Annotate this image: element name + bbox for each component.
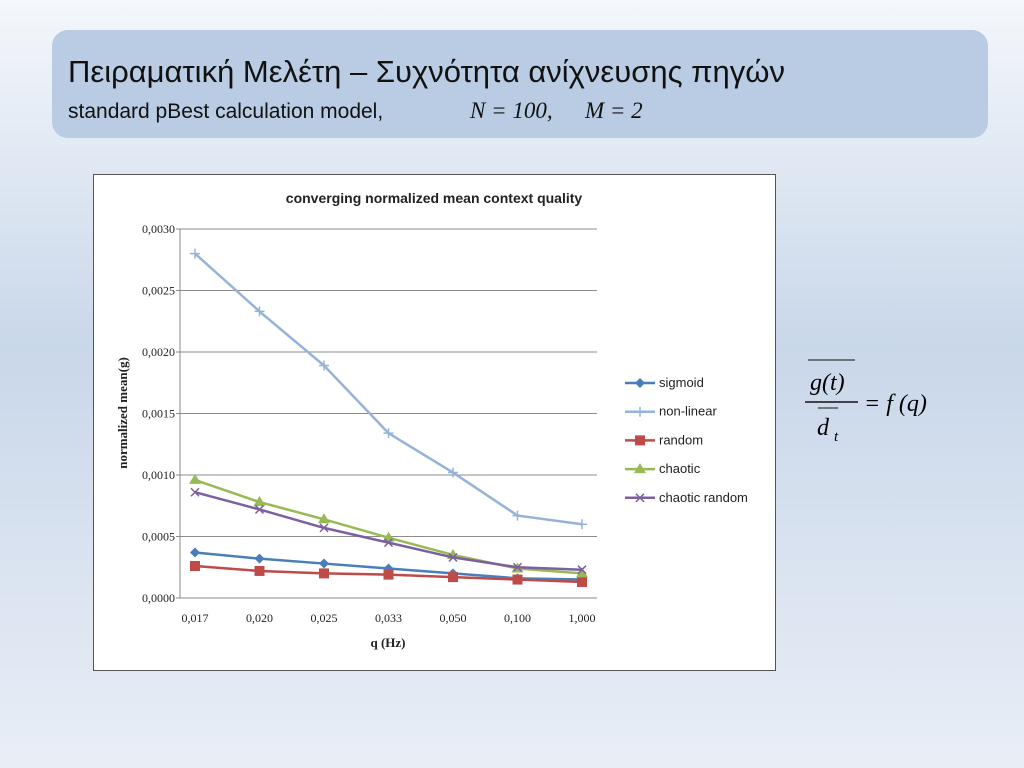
marker xyxy=(577,565,587,575)
marker xyxy=(383,569,394,580)
x-tick-label: 0,017 xyxy=(182,611,209,625)
legend-label: sigmoid xyxy=(659,375,704,390)
marker xyxy=(635,493,645,503)
y-tick-label: 0,0030 xyxy=(142,222,175,236)
x-tick-label: 0,025 xyxy=(311,611,338,625)
marker xyxy=(512,562,523,572)
x-tick-label: 0,020 xyxy=(246,611,273,625)
formula-subscript: t xyxy=(834,429,839,445)
marker xyxy=(577,577,587,588)
marker xyxy=(448,467,458,478)
legend-label: chaotic xyxy=(659,461,701,476)
marker xyxy=(635,435,645,446)
marker xyxy=(512,510,523,521)
marker xyxy=(319,568,329,579)
marker xyxy=(576,567,588,578)
header-box xyxy=(52,30,988,138)
marker xyxy=(254,504,265,514)
legend-label: non-linear xyxy=(659,404,717,419)
x-tick-label: 1,000 xyxy=(569,611,596,625)
y-tick-label: 0,0010 xyxy=(142,468,175,482)
marker xyxy=(254,306,265,317)
marker xyxy=(383,428,394,439)
y-axis-title: normalized mean(g) xyxy=(115,357,130,469)
slide-title: Πειραματική Μελέτη – Συχνότητα ανίχνευση… xyxy=(68,54,785,89)
marker xyxy=(448,552,458,562)
subtitle-math: M = 2 xyxy=(584,98,643,123)
marker xyxy=(383,538,394,548)
marker xyxy=(319,558,329,569)
marker xyxy=(319,523,329,533)
marker xyxy=(634,463,646,474)
x-tick-label: 0,033 xyxy=(375,611,402,625)
marker xyxy=(190,487,200,497)
marker xyxy=(577,519,587,530)
legend-label: random xyxy=(659,432,703,447)
subtitle-math: N = 100, xyxy=(469,98,553,123)
y-tick-label: 0,0020 xyxy=(142,345,175,359)
x-tick-label: 0,050 xyxy=(440,611,467,625)
marker xyxy=(190,547,200,558)
y-tick-label: 0,0005 xyxy=(142,530,175,544)
formula-rhs: = f (q) xyxy=(864,391,927,417)
marker xyxy=(189,473,201,484)
x-tick-label: 0,100 xyxy=(504,611,531,625)
marker xyxy=(635,406,645,417)
y-tick-label: 0,0000 xyxy=(142,591,175,605)
marker xyxy=(635,378,645,388)
chart-title: converging normalized mean context quali… xyxy=(286,190,583,206)
marker xyxy=(512,574,523,585)
marker xyxy=(318,513,330,524)
slide-subtitle: standard pBest calculation model, xyxy=(68,100,383,123)
marker xyxy=(254,565,265,576)
marker xyxy=(319,360,329,371)
chart-frame xyxy=(93,174,776,671)
marker xyxy=(254,553,265,564)
marker xyxy=(253,496,266,507)
y-tick-label: 0,0015 xyxy=(142,407,175,421)
marker xyxy=(190,561,200,572)
legend-label: chaotic random xyxy=(659,490,748,505)
formula-denominator: d xyxy=(817,415,830,441)
x-axis-title: q (Hz) xyxy=(370,635,405,650)
plot: 0,0000 0,0005 0,0010 0,0015 0,0020 0,0025 0,00… xyxy=(142,222,748,625)
marker xyxy=(190,248,200,259)
marker xyxy=(448,572,458,583)
y-tick-label: 0,0025 xyxy=(142,284,175,298)
formula-numerator: g(t) xyxy=(810,370,845,396)
